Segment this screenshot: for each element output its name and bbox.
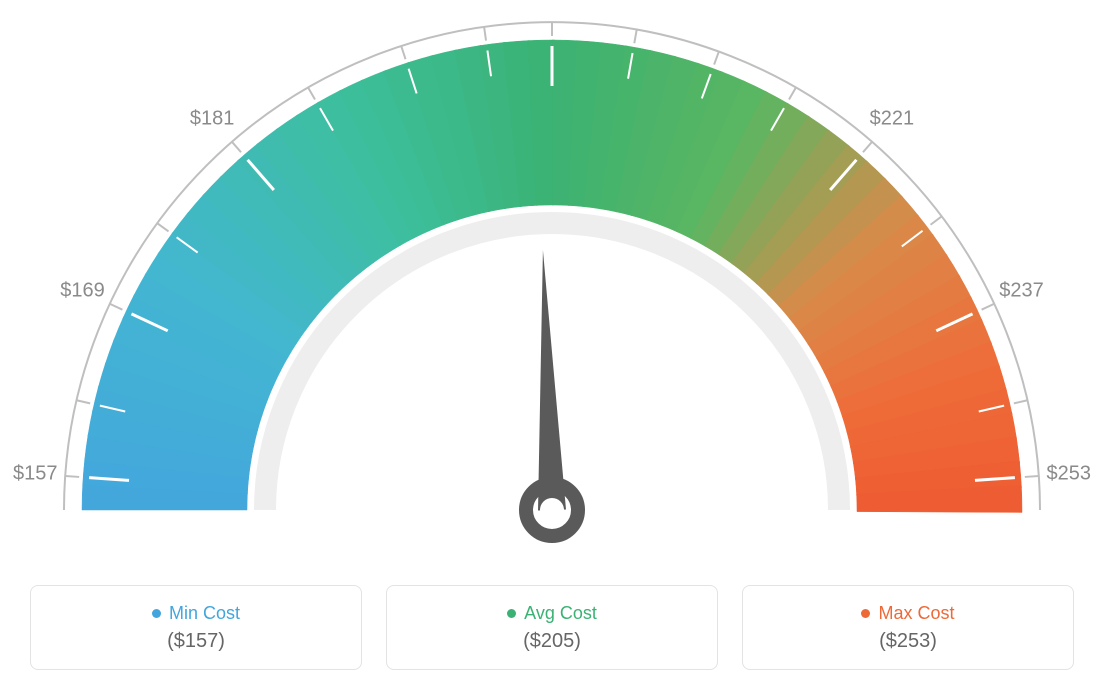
min-cost-value: ($157) xyxy=(167,630,225,653)
min-cost-card: Min Cost ($157) xyxy=(30,585,362,670)
gauge-tick-label: $205 xyxy=(530,0,575,4)
gauge-tick-label: $221 xyxy=(870,108,915,131)
gauge-tick-label: $157 xyxy=(13,462,58,485)
avg-cost-label: Avg Cost xyxy=(507,603,597,624)
gauge-tick-label: $253 xyxy=(1046,462,1091,485)
avg-cost-value: ($205) xyxy=(523,630,581,653)
gauge-svg xyxy=(0,0,1104,560)
gauge-tick-label: $169 xyxy=(60,280,105,303)
max-cost-value: ($253) xyxy=(879,630,937,653)
max-cost-label: Max Cost xyxy=(861,603,954,624)
gauge-tick-label: $181 xyxy=(190,108,235,131)
gauge-chart: $157 $169 $181 $205 $221 $237 $253 xyxy=(0,0,1104,560)
summary-row: Min Cost ($157) Avg Cost ($205) Max Cost… xyxy=(0,585,1104,690)
max-cost-card: Max Cost ($253) xyxy=(742,585,1074,670)
avg-cost-card: Avg Cost ($205) xyxy=(386,585,718,670)
min-cost-label: Min Cost xyxy=(152,603,240,624)
gauge-tick-label: $237 xyxy=(999,280,1044,303)
